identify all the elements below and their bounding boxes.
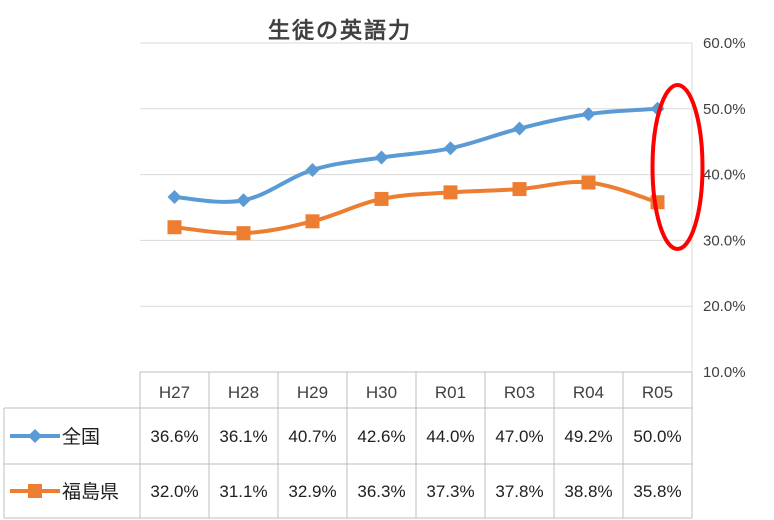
y-tick-label: 30.0% — [703, 232, 746, 249]
table-cell-value: 49.2% — [564, 427, 612, 446]
series-line — [174, 180, 659, 236]
table-cell-value: 42.6% — [357, 427, 405, 446]
annotation-group — [650, 83, 705, 251]
x-tick-label: R03 — [504, 383, 535, 402]
table-cell-value: 40.7% — [288, 427, 336, 446]
table-cell-value: 35.8% — [633, 482, 681, 501]
data-point-marker — [443, 185, 458, 200]
legend-marker — [28, 429, 42, 443]
data-point-marker — [581, 107, 596, 122]
table-cell-value: 36.3% — [357, 482, 405, 501]
table-cell-value: 37.3% — [426, 482, 474, 501]
x-tick-label: H28 — [228, 383, 259, 402]
table-cell-value: 31.1% — [219, 482, 267, 501]
table-cell-value: 38.8% — [564, 482, 612, 501]
table-cell-value: 47.0% — [495, 427, 543, 446]
data-point-marker — [374, 191, 389, 206]
table-cell-value: 36.6% — [150, 427, 198, 446]
x-tick-label: R05 — [642, 383, 673, 402]
chart-title: 生徒の英語力 — [268, 18, 412, 44]
legend-marker — [28, 484, 42, 498]
y-tick-label: 60.0% — [703, 35, 746, 52]
data-point-marker — [236, 226, 251, 241]
table-cell-value: 37.8% — [495, 482, 543, 501]
annotation-ellipse — [650, 83, 705, 251]
data-point-marker — [374, 150, 389, 165]
data-point-marker — [305, 162, 320, 177]
data-point-marker — [305, 214, 320, 229]
table-cell-value: 32.0% — [150, 482, 198, 501]
y-tick-label: 50.0% — [703, 101, 746, 118]
legend-label: 全国 — [62, 426, 100, 448]
data-table: H27 H28 H29 H30 R01 R03 R04 R05 全国 36.6% 36.1% 40.7… — [3, 371, 693, 519]
data-point-marker — [167, 189, 182, 204]
data-point-marker — [581, 175, 596, 190]
x-tick-label: H27 — [159, 383, 190, 402]
legend-label: 福島県 — [62, 481, 119, 503]
x-tick-label: H30 — [366, 383, 397, 402]
y-axis-ticks: 10.0% 20.0% 30.0% 40.0% 50.0% 60.0% — [703, 35, 746, 381]
y-tick-label: 20.0% — [703, 298, 746, 315]
table-cell-value: 50.0% — [633, 427, 681, 446]
data-point-marker — [167, 220, 182, 235]
x-tick-label: R01 — [435, 383, 466, 402]
y-tick-label: 10.0% — [703, 364, 746, 381]
data-point-marker — [443, 141, 458, 156]
table-cell-value: 32.9% — [288, 482, 336, 501]
series-line — [174, 106, 658, 204]
x-tick-label: R04 — [573, 383, 604, 402]
gridlines — [140, 42, 693, 373]
table-cell-value: 44.0% — [426, 427, 474, 446]
data-point-marker — [236, 193, 251, 208]
data-point-marker — [512, 182, 527, 197]
x-tick-label: H29 — [297, 383, 328, 402]
table-cell-value: 36.1% — [219, 427, 267, 446]
data-point-marker — [512, 121, 527, 136]
series-group — [167, 101, 665, 241]
y-tick-label: 40.0% — [703, 167, 746, 184]
